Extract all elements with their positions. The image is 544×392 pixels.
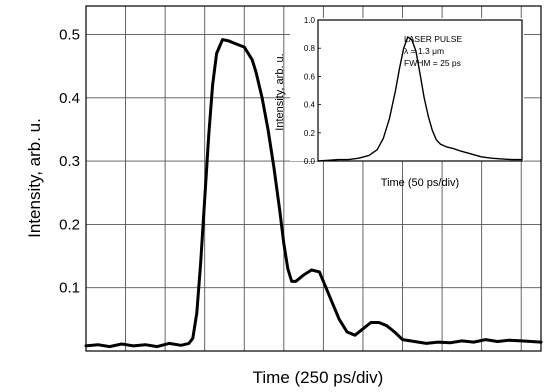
inset-annotation-line-3: FWHM = 25 ps [404,58,461,68]
main-y-tick-label: 0.2 [59,216,80,233]
inset-y-tick-label: 0.4 [304,101,316,110]
inset-y-tick-label: 0.2 [304,129,316,138]
main-plot-frame [85,5,542,352]
inset-y-tick-label: 0.6 [304,72,316,81]
inset-y-tick-label: 0.0 [304,157,316,166]
inset-plot-frame [317,19,523,162]
main-y-ticks: 0.1 0.2 0.3 0.4 0.5 [59,26,80,296]
main-series-line [84,38,543,349]
inset-y-ticks: 0.0 0.2 0.4 0.6 0.8 1.0 [304,16,321,166]
inset-y-axis-label: Intensity, arb. u. [274,53,286,130]
inset-y-tick-label: 1.0 [304,16,316,25]
inset-series-line [317,36,523,162]
main-y-tick-label: 0.4 [59,90,80,107]
inset-y-tick-label: 0.8 [304,44,316,53]
main-x-axis-label: Time (250 ps/div) [253,368,384,387]
inset-annotation-line-2: λ = 1.3 μm [404,46,444,56]
main-y-tick-label: 0.3 [59,153,80,170]
inset-background [290,18,524,161]
inset-plot: 0.0 0.2 0.4 0.6 0.8 1.0 LASER PULSE λ = 1.3 μ… [274,16,524,189]
main-y-tick-label: 0.5 [59,26,80,43]
main-y-axis-label: Intensity, arb. u. [25,118,44,238]
inset-x-axis-label: Time (50 ps/div) [381,177,459,189]
inset-annotation-line-1: LASER PULSE [404,34,462,44]
main-y-tick-label: 0.1 [59,280,80,297]
